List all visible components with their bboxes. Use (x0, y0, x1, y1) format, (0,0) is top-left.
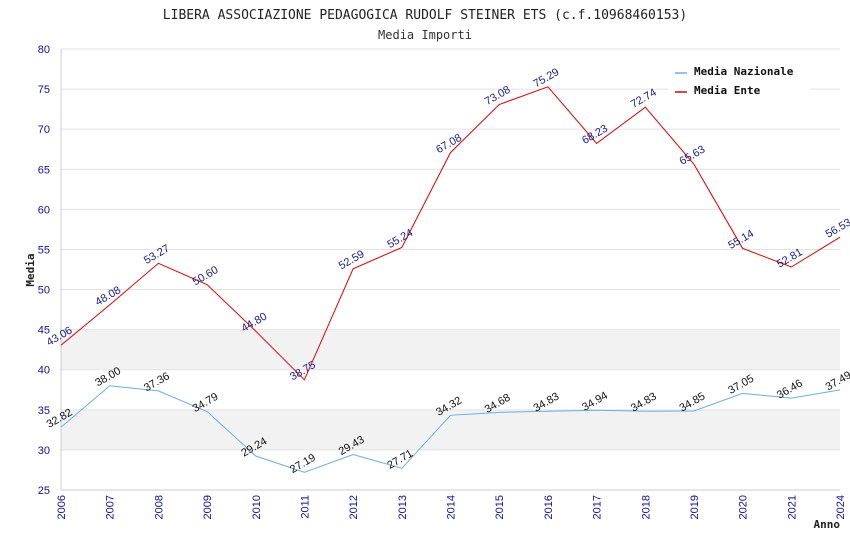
grid-band (61, 409, 840, 450)
x-axis-label: Anno (814, 518, 841, 531)
grid-band (61, 449, 840, 490)
y-tick-label: 45 (38, 325, 50, 337)
x-tick-label: 2012 (348, 495, 360, 519)
x-tick-label: 2008 (153, 495, 165, 519)
x-tick-label: 2006 (56, 495, 68, 519)
y-tick-label: 80 (38, 44, 50, 56)
y-tick-label: 75 (38, 84, 50, 96)
x-tick-label: 2014 (446, 495, 458, 519)
y-tick-label: 65 (38, 164, 50, 176)
x-tick-label: 2019 (689, 495, 701, 519)
y-tick-label: 40 (38, 365, 50, 377)
y-axis: 25 30 35 40 45 50 55 60 65 70 75 80 (38, 44, 62, 497)
grid-band (61, 369, 840, 410)
grid-band (61, 209, 840, 250)
x-tick-label: 2007 (105, 495, 117, 519)
y-tick-label: 35 (38, 405, 50, 417)
x-tick-label: 2013 (397, 495, 409, 519)
y-axis-label: Media (24, 253, 37, 286)
x-tick-label: 2024 (835, 495, 847, 519)
x-axis: 2006 2007 2008 2009 2010 2011 2012 2013 2014 2015… (56, 489, 847, 519)
x-tick-label: 2017 (592, 495, 604, 519)
legend-box (668, 60, 810, 100)
legend: Media Nazionale Media Ente (668, 60, 810, 100)
chart-subtitle: Media Importi (378, 28, 472, 42)
x-tick-label: 2015 (494, 495, 506, 519)
x-tick-label: 2021 (786, 495, 798, 519)
y-tick-label: 50 (38, 285, 50, 297)
grid-band (61, 129, 840, 170)
y-tick-label: 25 (38, 485, 50, 497)
grid-band (61, 289, 840, 330)
x-tick-label: 2009 (202, 495, 214, 519)
x-tick-label: 2018 (640, 495, 652, 519)
y-tick-label: 30 (38, 445, 50, 457)
x-tick-label: 2016 (543, 495, 555, 519)
grid-band (61, 249, 840, 290)
legend-label-media-ente: Media Ente (694, 84, 761, 97)
y-tick-label: 70 (38, 124, 50, 136)
y-tick-label: 60 (38, 204, 50, 216)
grid-band (61, 329, 840, 370)
legend-label-media-nazionale: Media Nazionale (694, 65, 794, 78)
x-tick-label: 2020 (738, 495, 750, 519)
series-line-media-ente (60, 86, 841, 381)
series-line-media-nazionale (60, 385, 841, 473)
grid-band (61, 169, 840, 210)
chart-title: LIBERA ASSOCIAZIONE PEDAGOGICA RUDOLF ST… (163, 8, 687, 23)
y-tick-label: 55 (38, 244, 50, 256)
grid-bands (61, 48, 840, 491)
x-tick-label: 2011 (299, 495, 311, 519)
series-lines (60, 86, 841, 473)
x-tick-label: 2010 (251, 495, 263, 519)
